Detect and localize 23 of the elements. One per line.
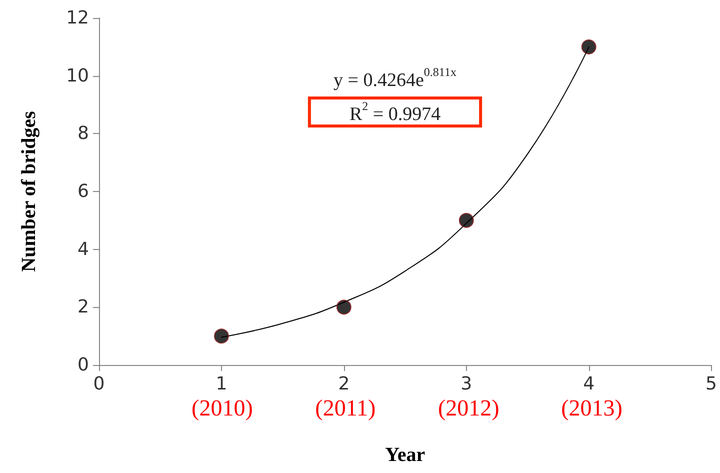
point bbox=[458, 212, 474, 228]
x-tick-label: 4 bbox=[583, 374, 595, 394]
text: (2012) bbox=[438, 396, 500, 420]
x-tick-label: 3 bbox=[460, 374, 472, 394]
x-tick-label: 1 bbox=[216, 374, 228, 394]
y-tick-label: 2 bbox=[78, 296, 89, 318]
x-tick-label: 2 bbox=[338, 374, 350, 394]
y-tick-label: 12 bbox=[66, 8, 89, 28]
y-tick-label: 4 bbox=[78, 238, 89, 260]
x-axis-title: Year bbox=[385, 444, 426, 466]
text: (2010) bbox=[192, 396, 253, 420]
y-tick-label: 10 bbox=[66, 65, 89, 86]
x-tick-label: 0 bbox=[93, 374, 105, 394]
point bbox=[214, 328, 229, 344]
y-tick-label: 8 bbox=[78, 123, 89, 144]
y-tick-label: 0 bbox=[78, 354, 89, 376]
y-tick-label: 6 bbox=[78, 181, 89, 202]
y-axis-title: Number of bridges bbox=[18, 110, 40, 272]
text: (2013) bbox=[561, 396, 622, 420]
x-tick-label: 5 bbox=[706, 374, 717, 394]
point bbox=[336, 300, 352, 315]
text: (2011) bbox=[315, 396, 376, 420]
point bbox=[581, 39, 596, 54]
